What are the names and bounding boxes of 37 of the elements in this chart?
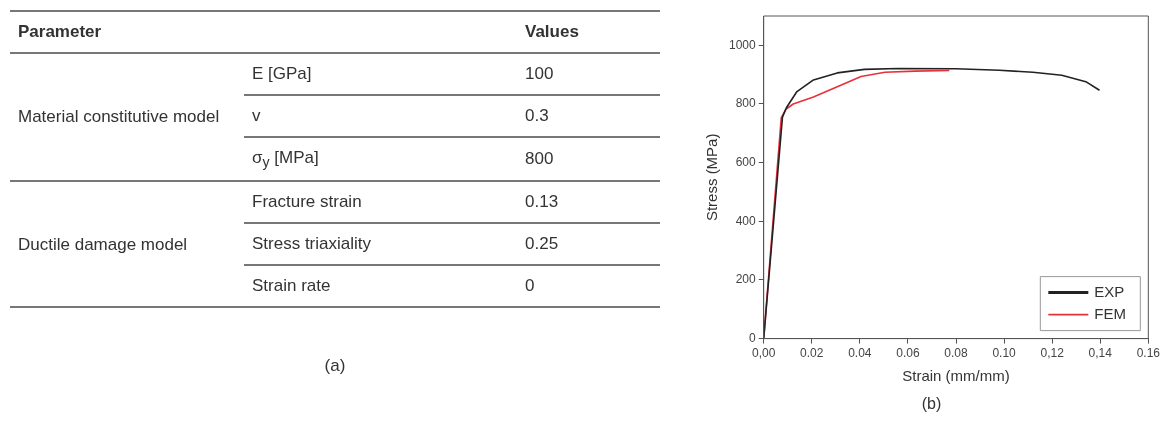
text: v [244,95,517,137]
y-tick-label: 200 [735,272,757,287]
y-tick-label: 1000 [728,37,757,52]
text: 100 [517,53,660,95]
text: 0 [517,265,660,308]
text: σ$_{y}$ [MPa] [244,137,517,182]
y-tick-label: 600 [735,154,757,169]
x-axis-title: Strain (mm/mm) [902,367,1010,385]
text: 0.13 [517,181,660,224]
x-tick-label: 0,12 [1040,346,1065,361]
x-tick-label: 0.10 [992,346,1017,361]
text: 800 [517,137,660,182]
text: (a) [323,356,347,377]
y-tick-label: 400 [735,213,757,228]
x-tick-label: 0.08 [944,346,969,361]
legend-label: EXP [1094,282,1125,300]
legend-label: FEM [1094,304,1126,322]
x-tick-label: 0.02 [800,346,824,361]
x-tick-label: 0,14 [1088,346,1113,361]
x-tick-label: 0,00 [752,346,776,361]
text: 0.25 [517,223,660,266]
y-tick-label: 800 [735,96,757,111]
y-axis-title: Stress (MPa) [703,133,721,222]
text: 0.3 [517,95,660,137]
y-tick-label: 0 [749,330,757,345]
text: Parameter [10,11,244,53]
text: E [GPa] [244,53,517,95]
x-tick-label: 0.04 [848,346,872,361]
text: Strain rate [244,265,517,308]
x-tick-label: 0.06 [896,346,920,361]
text: Material constitutive model [10,53,244,182]
text: Values [517,11,660,53]
text: Ductile damage model [10,181,244,308]
text: Stress triaxiality [244,223,517,266]
text: (b) [920,395,943,413]
text: Fracture strain [244,181,517,224]
x-tick-label: 0.16 [1136,346,1161,361]
